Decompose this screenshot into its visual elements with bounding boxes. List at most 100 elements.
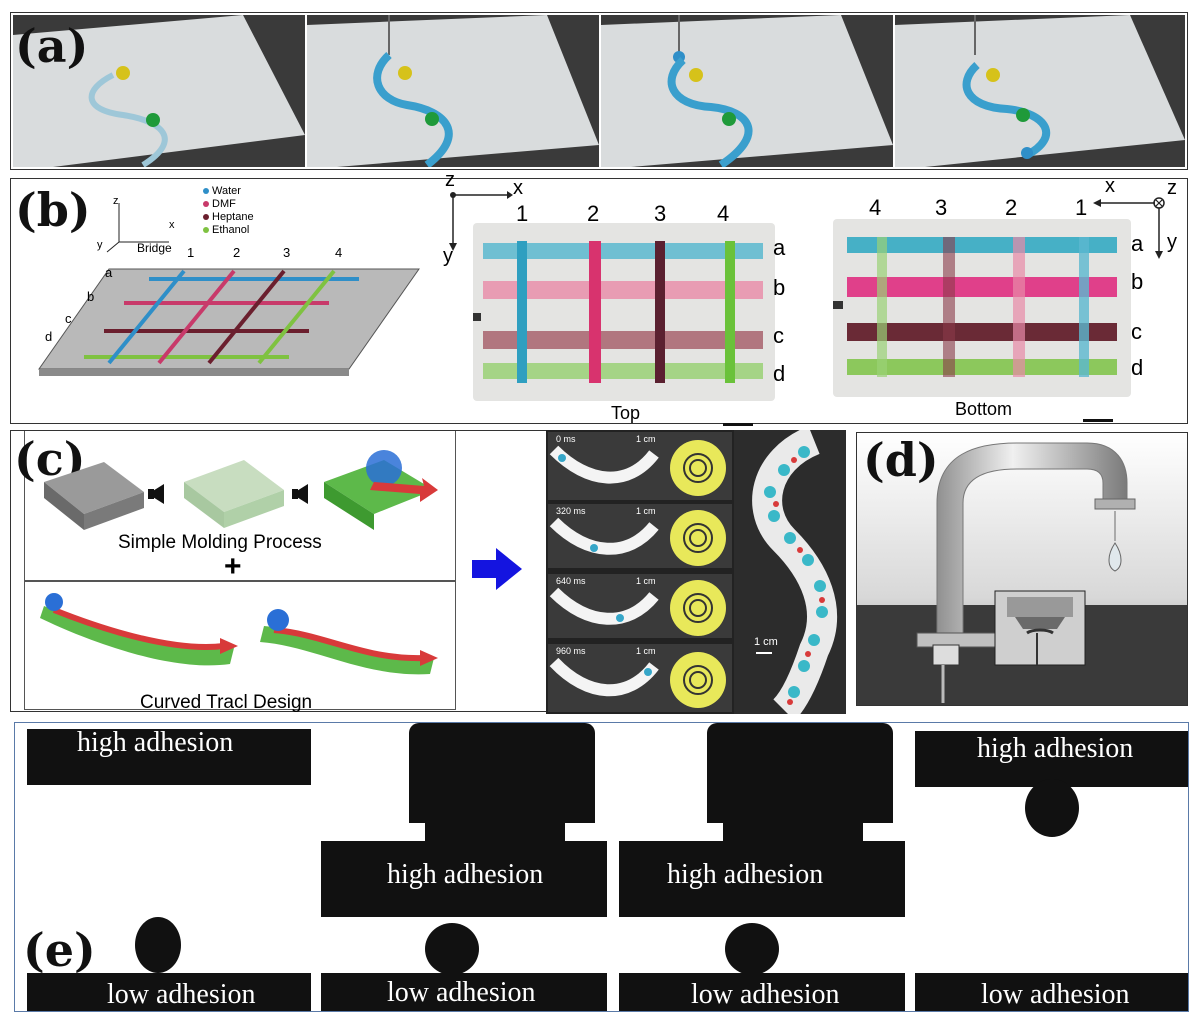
frame-0-scale: 1 cm	[636, 434, 656, 444]
top-axis-y: y	[443, 245, 453, 267]
top-scale-bar	[723, 423, 753, 426]
frame-1-scale: 1 cm	[636, 506, 656, 516]
water-dot-icon	[203, 188, 209, 194]
schematic-row-c: c	[65, 311, 72, 326]
adhesion-frame-1	[27, 723, 311, 1011]
bottom-col-2: 2	[1005, 195, 1018, 220]
top-row-b: b	[773, 275, 786, 300]
panel-a-photo-3	[601, 15, 893, 167]
droplet-track-photo	[601, 15, 893, 167]
schematic-axis-y: y	[97, 239, 103, 251]
top-row-d: d	[773, 361, 786, 386]
droplet-track-photo	[895, 15, 1185, 167]
frame-1-bottom-label: low adhesion	[107, 979, 256, 1010]
top-row-a: a	[773, 235, 786, 260]
bottom-col-3: 3	[935, 195, 948, 220]
faucet-illustration	[857, 433, 1187, 705]
frame-3-bottom-label: low adhesion	[691, 979, 840, 1010]
plus-sign: +	[224, 550, 242, 583]
panel-c: (c) Simple Molding Process + Curved Trac…	[10, 430, 846, 714]
probe-neck	[425, 813, 565, 843]
s-track-photo	[734, 430, 846, 714]
panel-b-label: (b)	[15, 183, 91, 237]
top-row-c: c	[773, 323, 784, 348]
bottom-axis-y: y	[1167, 231, 1177, 253]
bottom-row-a: a	[1131, 231, 1144, 256]
frame-2-top-label: high adhesion	[387, 859, 544, 890]
upper-plate	[915, 731, 1188, 787]
top-view-axes	[449, 191, 513, 251]
schematic-col-2: 2	[233, 245, 241, 260]
schematic-bridge-label: Bridge	[137, 241, 172, 255]
curved-track-illustration	[40, 593, 438, 675]
schematic-col-4: 4	[335, 245, 343, 260]
track-box	[24, 580, 456, 710]
top-caption: Top	[611, 403, 641, 423]
frame-3-top-label: high adhesion	[667, 859, 824, 890]
bottom-view-channels	[833, 219, 1131, 397]
droplet	[1025, 779, 1079, 837]
adhesion-frame-3	[619, 723, 905, 1011]
panel-a: (a)	[10, 12, 1188, 170]
frame-3	[548, 644, 732, 712]
bottom-caption: Bottom	[955, 399, 1013, 419]
bottom-axis-z: z	[1167, 177, 1177, 199]
lower-plate	[915, 973, 1188, 1011]
frame-0-time: 0 ms	[556, 434, 576, 444]
molding-process-illustration	[44, 450, 438, 530]
adhesion-frame-2	[321, 723, 607, 1011]
top-axis-x: x	[513, 177, 523, 199]
bottom-row-d: d	[1131, 355, 1144, 380]
heptane-dot-icon	[203, 214, 209, 220]
panel-e-label: (e)	[23, 923, 96, 977]
bottom-view-photo	[833, 219, 1131, 397]
frame-4-top-label: high adhesion	[977, 733, 1134, 764]
droplet	[725, 923, 779, 975]
top-col-4: 4	[717, 201, 730, 226]
droplet	[425, 923, 479, 975]
frame-track	[549, 580, 726, 636]
frame-track	[549, 510, 726, 566]
bottom-view-axes	[1093, 197, 1165, 259]
schematic-col-3: 3	[283, 245, 291, 260]
track-caption: Curved Tracl Design	[140, 692, 313, 713]
ethanol-dot-icon	[203, 227, 209, 233]
schematic-axes	[106, 203, 169, 253]
s-track-scale-bar	[756, 652, 772, 654]
droplet-track-photo	[307, 15, 599, 167]
legend-item-heptane: Heptane	[203, 211, 254, 224]
schematic-row-a: a	[105, 265, 113, 280]
frame-track	[549, 440, 726, 496]
lower-plate	[619, 973, 905, 1011]
frame-2	[548, 574, 732, 638]
panel-b: (b) z x y Bridge 1 2 3 4 a b c d Water D…	[10, 169, 1188, 426]
bottom-col-4: 4	[869, 195, 882, 220]
top-view-channels	[473, 223, 775, 401]
panel-d: (d)	[856, 432, 1188, 706]
solvent-legend: Water DMF Heptane Ethanol	[203, 185, 254, 237]
frame-1	[548, 504, 732, 568]
molding-caption: Simple Molding Process	[118, 532, 322, 553]
s-track-scale: 1 cm	[754, 636, 778, 648]
panel-a-label: (a)	[15, 19, 89, 73]
upper-plate	[321, 841, 607, 917]
schematic-row-d: d	[45, 329, 53, 344]
lower-plate	[321, 973, 607, 1011]
frame-2-bottom-label: low adhesion	[387, 977, 536, 1008]
s-track-path	[752, 430, 837, 714]
frame-3-time: 960 ms	[556, 646, 586, 656]
frame-1-time: 320 ms	[556, 506, 586, 516]
legend-item-ethanol: Ethanol	[203, 224, 254, 237]
panel-a-photo-2	[307, 15, 599, 167]
bottom-row-c: c	[1131, 319, 1142, 344]
schematic-axis-z: z	[113, 195, 119, 207]
schematic-col-1: 1	[187, 245, 195, 260]
droplet	[135, 917, 181, 973]
top-col-3: 3	[654, 201, 667, 226]
panel-a-photo-4	[895, 15, 1185, 167]
top-axis-z: z	[445, 169, 455, 191]
adhesion-frame-4	[915, 723, 1188, 1011]
frame-track	[549, 652, 726, 708]
frame-2-time: 640 ms	[556, 576, 586, 586]
frame-4-bottom-label: low adhesion	[981, 979, 1130, 1010]
